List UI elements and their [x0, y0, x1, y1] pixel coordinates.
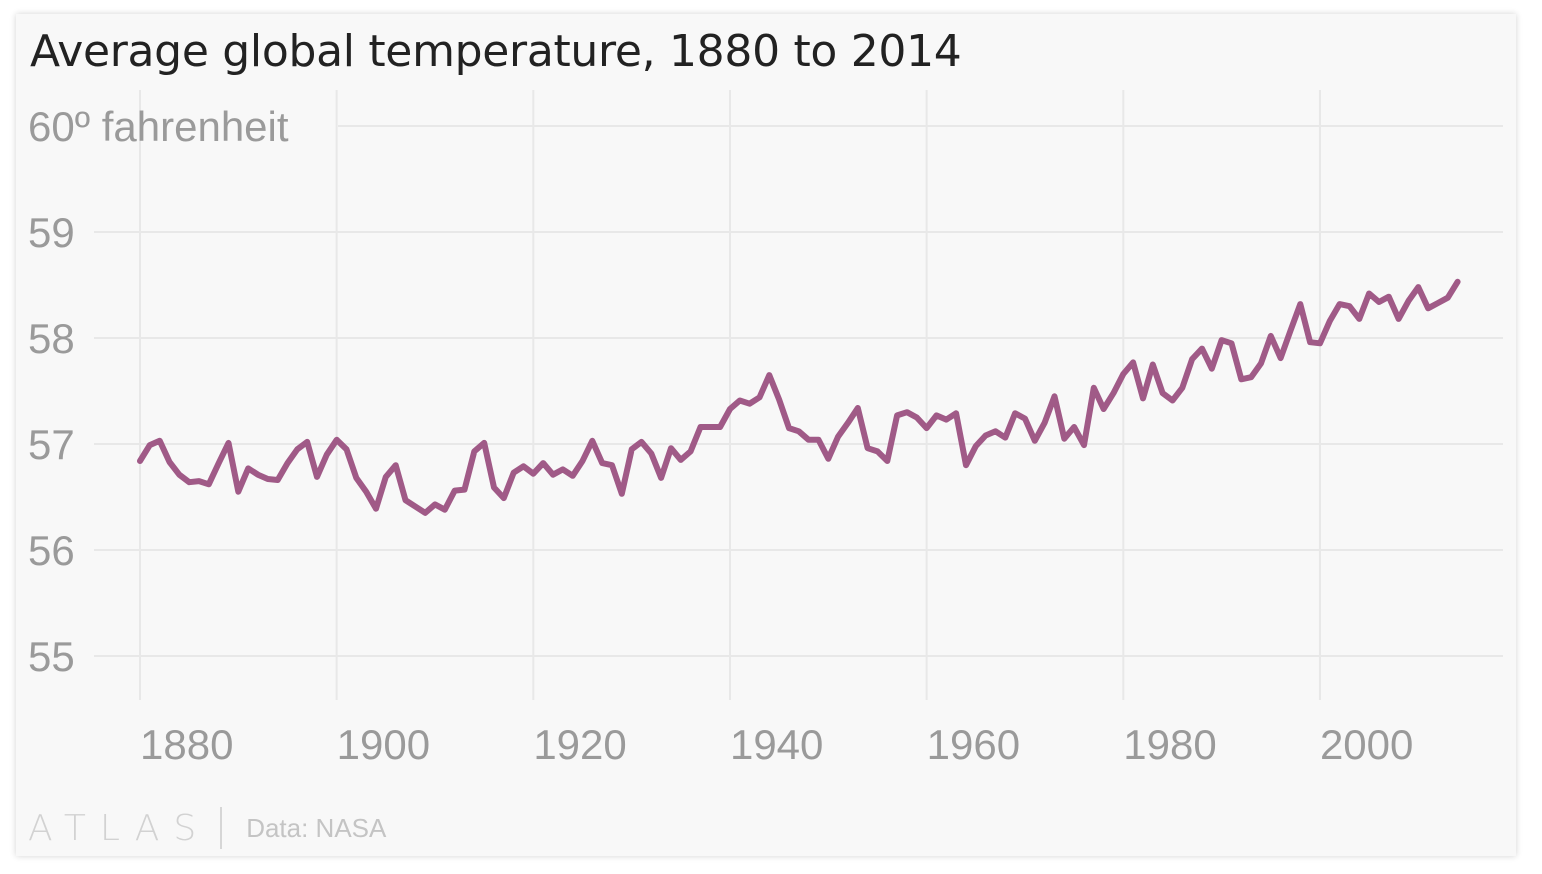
- series-group: [137, 278, 1461, 516]
- x-gridlines: [139, 90, 1321, 700]
- chart-title: Average global temperature, 1880 to 2014: [30, 26, 962, 77]
- x-tick-label: 1980: [1123, 721, 1216, 768]
- x-tick-label: 1880: [140, 721, 233, 768]
- x-tick-label: 1960: [927, 721, 1020, 768]
- y-gridlines: [94, 125, 1503, 657]
- chart-card: Average global temperature, 1880 to 2014…: [16, 14, 1516, 856]
- y-tick-label: 55: [28, 633, 75, 680]
- series-line: [137, 278, 1461, 516]
- x-tick-label: 1940: [730, 721, 823, 768]
- x-tick-label: 1900: [337, 721, 430, 768]
- y-tick-label: 56: [28, 527, 75, 574]
- x-tick-labels: 1880 1900 1920 1940 1960 1980 2000: [140, 721, 1413, 768]
- data-source: Data: NASA: [246, 812, 387, 843]
- y-tick-label: 58: [28, 315, 75, 362]
- y-tick-label: 57: [28, 421, 75, 468]
- footer-divider: [220, 807, 223, 849]
- y-tick-label: 59: [28, 209, 75, 256]
- atlas-logo: ATLAS: [28, 807, 211, 849]
- chart-plot: 60º fahrenheit 59 58 57 56 55 1880 1900 1920 194…: [28, 90, 1503, 768]
- x-tick-label: 1920: [533, 721, 626, 768]
- y-tick-label: 60º fahrenheit: [28, 103, 289, 150]
- y-tick-labels: 60º fahrenheit 59 58 57 56 55: [28, 103, 289, 680]
- x-tick-label: 2000: [1320, 721, 1413, 768]
- chart-footer: ATLAS Data: NASA: [28, 806, 386, 850]
